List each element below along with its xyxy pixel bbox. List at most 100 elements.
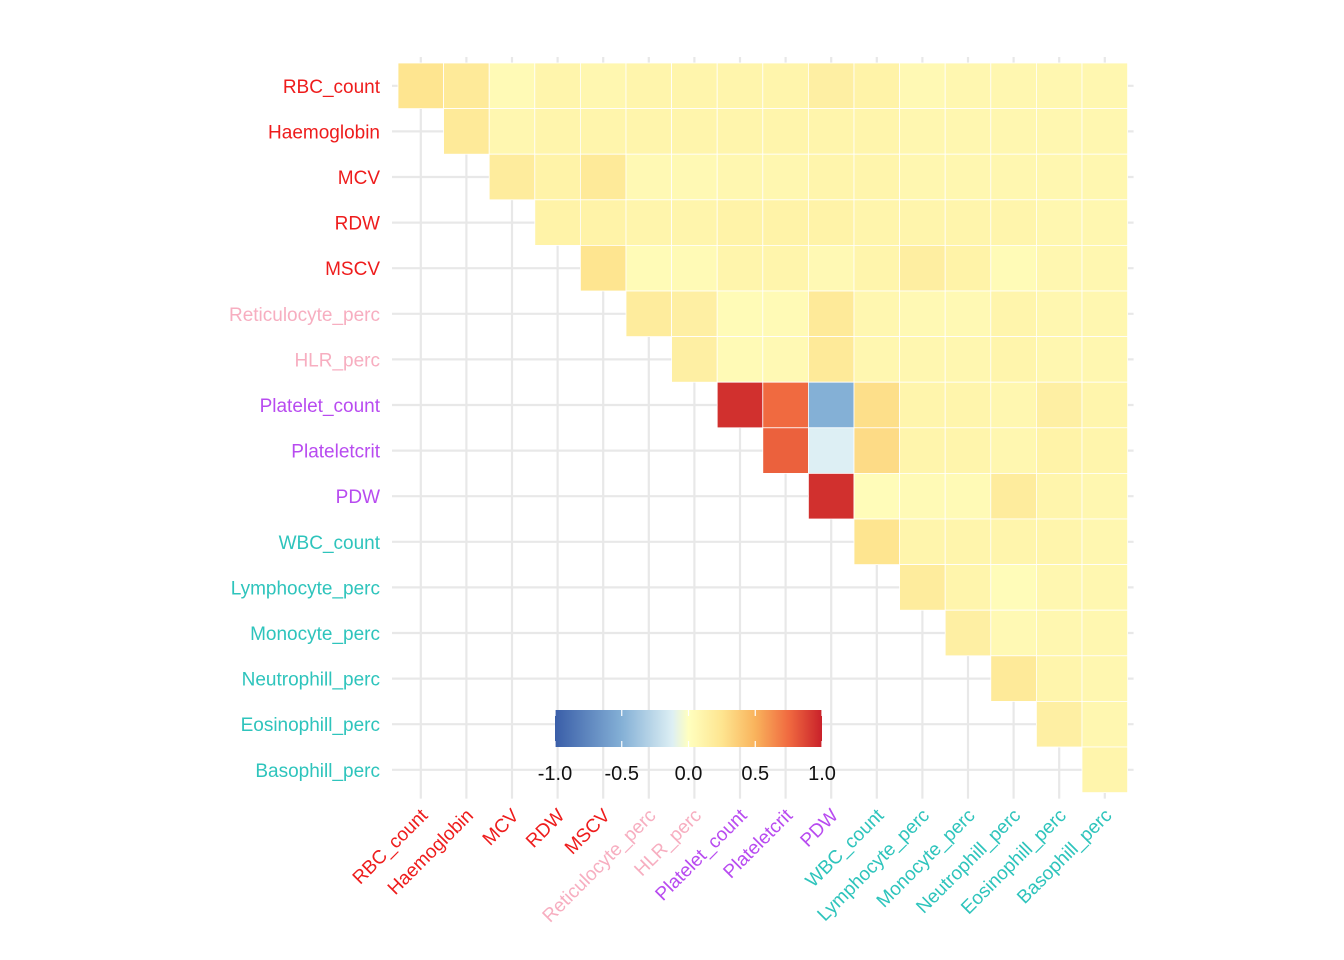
y-label-Plateletcrit: Plateletcrit [291,442,380,463]
heatmap-cell-Haemoglobin-RDW [534,108,581,155]
heatmap-cell-MCV-Neutrophill_perc [990,153,1037,201]
heatmap-cell-WBC_count-Eosinophill_perc [1036,518,1083,565]
heatmap-cell-Haemoglobin-MSCV [580,108,627,155]
heatmap-cell-Reticulocyte_perc-HLR_perc [671,290,718,337]
heatmap-cell-Haemoglobin-PDW [808,108,855,155]
heatmap-cell-HLR_perc-Eosinophill_perc [1036,336,1083,383]
heatmap-cell-Haemoglobin-Platelet_count [716,108,764,155]
heatmap-cell-MSCV-Neutrophill_perc [990,244,1037,292]
heatmap-cell-RDW-MSCV [580,199,627,246]
heatmap-cell-HLR_perc-Monocyte_perc [944,336,992,383]
heatmap-cell-MSCV-Monocyte_perc [944,244,992,292]
heatmap-cell-HLR_perc-Lymphocyte_perc [899,336,946,383]
color-legend: -1.0 -0.5 0.0 0.5 1.0 [538,710,836,785]
heatmap-cell-Platelet_count-PDW [808,381,855,429]
heatmap-cell-MCV-Monocyte_perc [944,153,992,201]
heatmap-cells [397,62,1128,793]
heatmap-cell-RDW-WBC_count [853,199,900,246]
heatmap-cell-RBC_count-Monocyte_perc [944,62,992,109]
y-label-PDW: PDW [336,487,380,508]
legend-tick-label: -0.5 [605,763,639,785]
heatmap-cell-RBC_count-HLR_perc [671,62,718,109]
heatmap-cell-Neutrophill_perc-Eosinophill_perc [1036,655,1083,702]
heatmap-cell-RDW-Basophill_perc [1081,199,1128,246]
heatmap-cell-Haemoglobin-Neutrophill_perc [990,108,1037,155]
heatmap-cell-MSCV-Reticulocyte_perc [625,244,672,292]
heatmap-cell-Haemoglobin-MCV [488,108,536,155]
heatmap-cell-RBC_count-PDW [808,62,855,109]
heatmap-cell-Reticulocyte_perc-PDW [808,290,855,337]
heatmap-cell-PDW-WBC_count [853,472,900,520]
heatmap-cell-RDW-PDW [808,199,855,246]
heatmap-cell-RBC_count-Lymphocyte_perc [899,62,946,109]
heatmap-cell-Plateletcrit-Plateletcrit [762,427,809,474]
heatmap-cell-RDW-Eosinophill_perc [1036,199,1083,246]
heatmap-cell-Basophill_perc-Basophill_perc [1081,746,1128,793]
y-label-RDW: RDW [335,214,380,235]
heatmap-cell-MSCV-Plateletcrit [762,244,809,292]
legend-tick-label: 0.5 [741,763,769,785]
heatmap-cell-Lymphocyte_perc-Basophill_perc [1081,564,1128,611]
heatmap-cell-Monocyte_perc-Basophill_perc [1081,609,1128,657]
legend-tick-label: -1.0 [538,763,572,785]
heatmap-cell-PDW-Lymphocyte_perc [899,472,946,520]
legend-tick-label: 1.0 [808,763,836,785]
heatmap-cell-Platelet_count-Monocyte_perc [944,381,992,429]
heatmap-cell-Platelet_count-Plateletcrit [762,381,809,429]
heatmap-cell-Platelet_count-Basophill_perc [1081,381,1128,429]
heatmap-cell-MCV-MCV [488,153,536,201]
heatmap-cell-RDW-Plateletcrit [762,199,809,246]
heatmap-cell-Haemoglobin-Monocyte_perc [944,108,992,155]
heatmap-cell-MSCV-PDW [808,244,855,292]
heatmap-cell-HLR_perc-PDW [808,336,855,383]
heatmap-cell-Monocyte_perc-Monocyte_perc [944,609,992,657]
heatmap-cell-Monocyte_perc-Eosinophill_perc [1036,609,1083,657]
heatmap-cell-Lymphocyte_perc-Lymphocyte_perc [899,564,946,611]
heatmap-cell-RDW-Neutrophill_perc [990,199,1037,246]
heatmap-cell-Haemoglobin-Reticulocyte_perc [625,108,672,155]
heatmap-cell-Plateletcrit-WBC_count [853,427,900,474]
heatmap-cell-RBC_count-Platelet_count [716,62,764,109]
heatmap-cell-RDW-HLR_perc [671,199,718,246]
heatmap-cell-Haemoglobin-WBC_count [853,108,900,155]
heatmap-cell-MCV-PDW [808,153,855,201]
heatmap-cell-Lymphocyte_perc-Eosinophill_perc [1036,564,1083,611]
y-label-Monocyte_perc: Monocyte_perc [250,624,380,645]
heatmap-cell-MCV-WBC_count [853,153,900,201]
heatmap-cell-RBC_count-Haemoglobin [443,62,490,109]
heatmap-cell-MSCV-MSCV [580,244,627,292]
heatmap-cell-MCV-RDW [534,153,581,201]
heatmap-cell-HLR_perc-WBC_count [853,336,900,383]
heatmap-cell-MSCV-Basophill_perc [1081,244,1128,292]
heatmap-cell-WBC_count-Neutrophill_perc [990,518,1037,565]
heatmap-cell-Platelet_count-Neutrophill_perc [990,381,1037,429]
heatmap-cell-RBC_count-Eosinophill_perc [1036,62,1083,109]
y-label-Basophill_perc: Basophill_perc [255,761,380,782]
heatmap-cell-Plateletcrit-Eosinophill_perc [1036,427,1083,474]
heatmap-cell-HLR_perc-Basophill_perc [1081,336,1128,383]
heatmap-cell-HLR_perc-Plateletcrit [762,336,809,383]
y-label-Neutrophill_perc: Neutrophill_perc [242,670,380,691]
heatmap-cell-RDW-Platelet_count [716,199,764,246]
heatmap-cell-Reticulocyte_perc-Plateletcrit [762,290,809,337]
heatmap-cell-RBC_count-MCV [488,62,536,109]
heatmap-cell-PDW-Neutrophill_perc [990,472,1037,520]
heatmap-cell-Reticulocyte_perc-WBC_count [853,290,900,337]
heatmap-cell-MSCV-Lymphocyte_perc [899,244,946,292]
heatmap-cell-RBC_count-Neutrophill_perc [990,62,1037,109]
heatmap-cell-Platelet_count-Lymphocyte_perc [899,381,946,429]
heatmap-cell-MSCV-Platelet_count [716,244,764,292]
heatmap-cell-Haemoglobin-Basophill_perc [1081,108,1128,155]
heatmap-cell-Haemoglobin-HLR_perc [671,108,718,155]
y-label-MCV: MCV [338,168,381,189]
heatmap-cell-RDW-Lymphocyte_perc [899,199,946,246]
heatmap-cell-PDW-PDW [808,472,855,520]
heatmap-cell-MCV-Plateletcrit [762,153,809,201]
heatmap-cell-MCV-Eosinophill_perc [1036,153,1083,201]
y-label-Lymphocyte_perc: Lymphocyte_perc [231,578,380,599]
heatmap-cell-MCV-MSCV [580,153,627,201]
heatmap-cell-PDW-Monocyte_perc [944,472,992,520]
heatmap-cell-HLR_perc-Platelet_count [716,336,764,383]
heatmap-cell-Plateletcrit-Lymphocyte_perc [899,427,946,474]
